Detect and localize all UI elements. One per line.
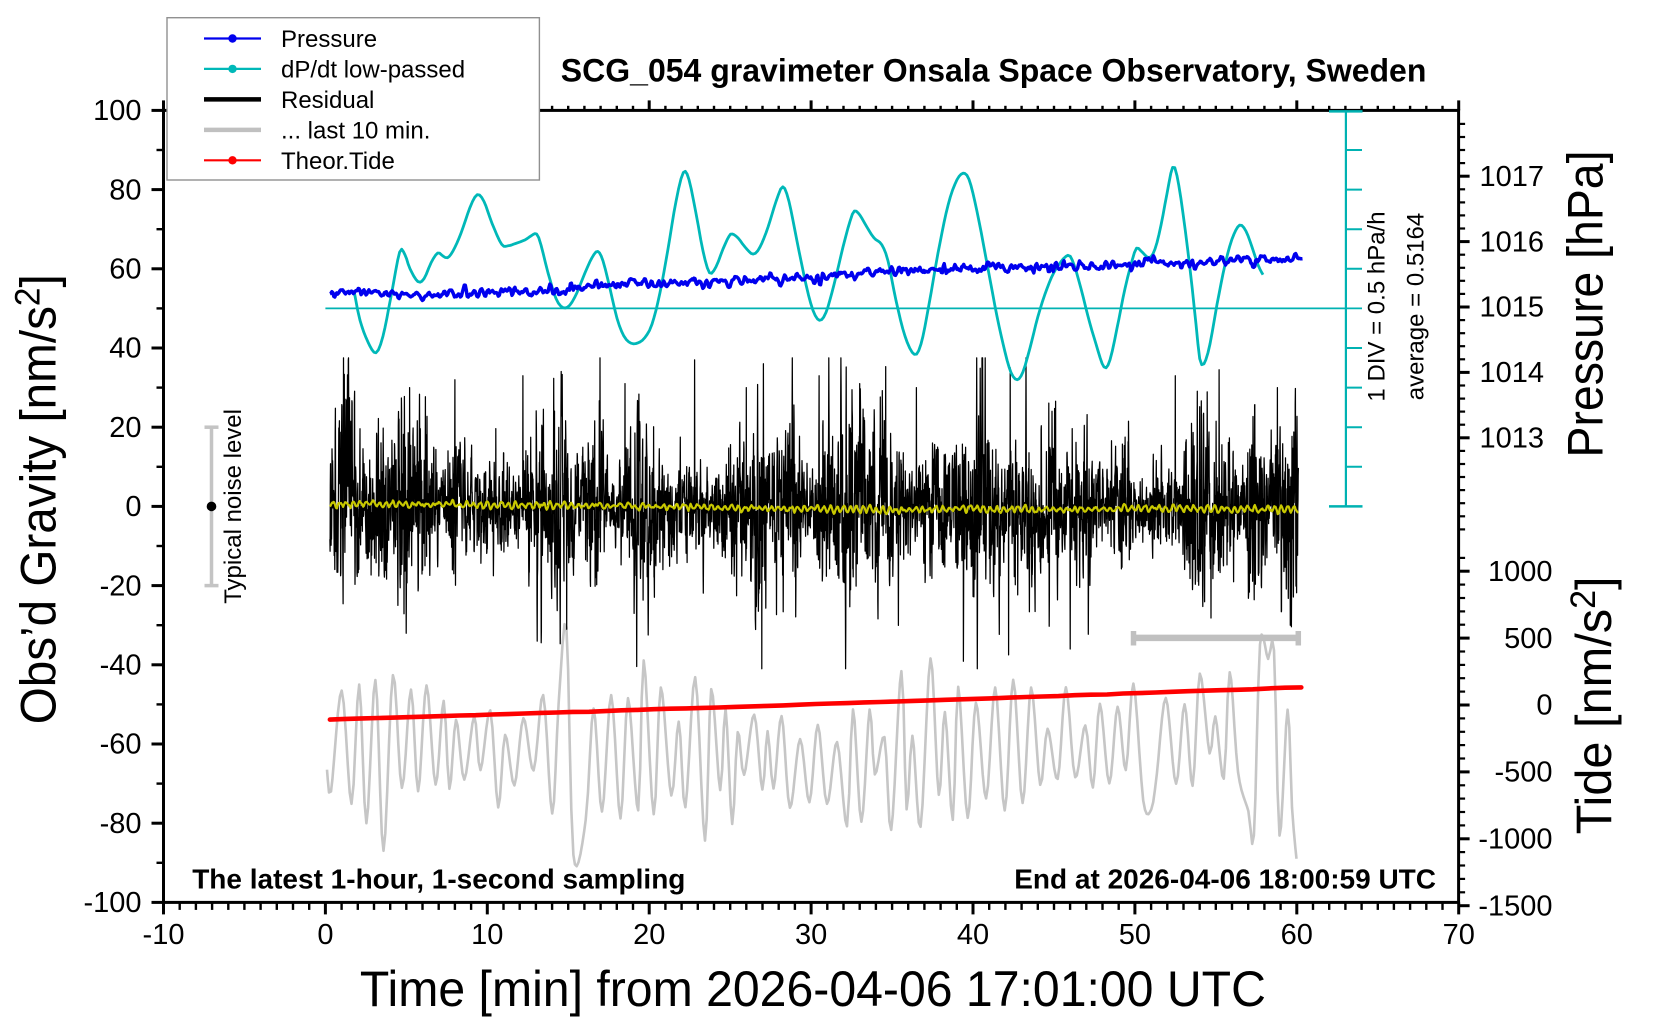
svg-text:10: 10: [471, 919, 503, 951]
svg-text:-1500: -1500: [1478, 890, 1552, 922]
svg-text:60: 60: [1281, 919, 1313, 951]
svg-text:50: 50: [1119, 919, 1151, 951]
svg-text:-40: -40: [100, 650, 142, 682]
svg-text:20: 20: [633, 919, 665, 951]
svg-text:Pressure: Pressure: [281, 26, 377, 53]
svg-text:1016: 1016: [1479, 226, 1544, 258]
svg-text:End at 2026-04-06 18:00:59 UTC: End at 2026-04-06 18:00:59 UTC: [1014, 864, 1436, 895]
svg-text:1017: 1017: [1479, 161, 1544, 193]
svg-text:Time [min] from 2026-04-06 17:: Time [min] from 2026-04-06 17:01:00 UTC: [360, 961, 1266, 1017]
svg-text:1 DIV = 0.5 hPa/h: 1 DIV = 0.5 hPa/h: [1364, 211, 1391, 401]
svg-text:... last 10 min.: ... last 10 min.: [281, 118, 430, 145]
svg-text:-100: -100: [83, 887, 141, 919]
svg-text:average = 0.5164: average = 0.5164: [1403, 213, 1430, 401]
svg-text:1013: 1013: [1479, 423, 1544, 455]
svg-text:70: 70: [1443, 919, 1475, 951]
svg-text:-500: -500: [1494, 757, 1552, 789]
svg-text:1000: 1000: [1488, 556, 1553, 588]
svg-text:The latest 1-hour, 1-second sa: The latest 1-hour, 1-second sampling: [192, 864, 685, 895]
svg-text:Tide [nm/s2]: Tide [nm/s2]: [1564, 576, 1622, 834]
svg-text:0: 0: [125, 491, 141, 523]
svg-text:40: 40: [109, 333, 141, 365]
svg-text:0: 0: [317, 919, 333, 951]
svg-text:dP/dt low-passed: dP/dt low-passed: [281, 57, 465, 84]
svg-text:Residual: Residual: [281, 87, 374, 114]
svg-text:100: 100: [93, 95, 141, 127]
svg-text:30: 30: [795, 919, 827, 951]
svg-text:40: 40: [957, 919, 989, 951]
svg-text:Theor.Tide: Theor.Tide: [281, 148, 395, 175]
svg-text:-10: -10: [143, 919, 185, 951]
svg-text:60: 60: [109, 254, 141, 286]
svg-text:500: 500: [1504, 623, 1552, 655]
svg-text:SCG_054 gravimeter Onsala Spac: SCG_054 gravimeter Onsala Space Observat…: [561, 53, 1427, 89]
svg-text:1015: 1015: [1479, 292, 1544, 324]
svg-text:Obs’d Gravity [nm/s2]: Obs’d Gravity [nm/s2]: [9, 274, 67, 724]
svg-text:80: 80: [109, 174, 141, 206]
svg-text:Pressure [hPa]: Pressure [hPa]: [1558, 151, 1614, 458]
svg-text:1014: 1014: [1479, 357, 1544, 389]
svg-text:-20: -20: [100, 570, 142, 602]
svg-text:-1000: -1000: [1478, 824, 1552, 856]
svg-text:20: 20: [109, 412, 141, 444]
svg-text:-60: -60: [100, 729, 142, 761]
svg-text:Typical noise level: Typical noise level: [220, 409, 247, 604]
svg-text:-80: -80: [100, 808, 142, 840]
svg-text:0: 0: [1536, 690, 1552, 722]
